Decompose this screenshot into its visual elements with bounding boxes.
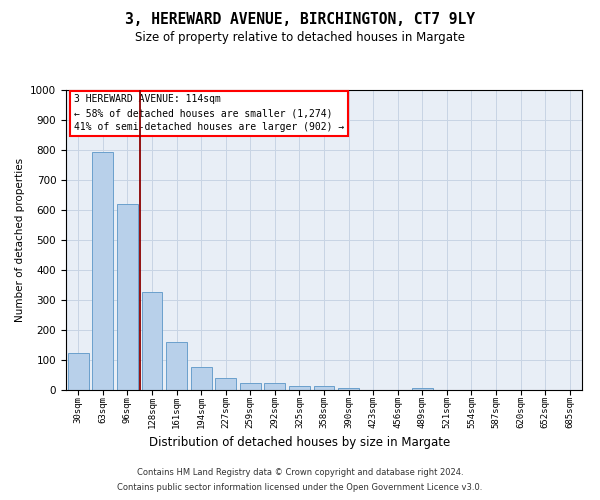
- Bar: [215, 378, 236, 390]
- Bar: [142, 292, 163, 390]
- Text: Contains HM Land Registry data © Crown copyright and database right 2024.: Contains HM Land Registry data © Crown c…: [137, 468, 463, 477]
- Bar: [68, 352, 89, 390]
- Bar: [338, 388, 359, 390]
- Bar: [314, 386, 334, 390]
- Bar: [289, 386, 310, 390]
- Text: 3, HEREWARD AVENUE, BIRCHINGTON, CT7 9LY: 3, HEREWARD AVENUE, BIRCHINGTON, CT7 9LY: [125, 12, 475, 28]
- Y-axis label: Number of detached properties: Number of detached properties: [14, 158, 25, 322]
- Bar: [265, 384, 286, 390]
- Bar: [92, 152, 113, 390]
- Text: 3 HEREWARD AVENUE: 114sqm
← 58% of detached houses are smaller (1,274)
41% of se: 3 HEREWARD AVENUE: 114sqm ← 58% of detac…: [74, 94, 344, 132]
- Text: Distribution of detached houses by size in Margate: Distribution of detached houses by size …: [149, 436, 451, 449]
- Bar: [191, 367, 212, 390]
- Text: Size of property relative to detached houses in Margate: Size of property relative to detached ho…: [135, 31, 465, 44]
- Bar: [412, 388, 433, 390]
- Bar: [117, 204, 138, 390]
- Bar: [166, 342, 187, 390]
- Bar: [240, 382, 261, 390]
- Text: Contains public sector information licensed under the Open Government Licence v3: Contains public sector information licen…: [118, 483, 482, 492]
